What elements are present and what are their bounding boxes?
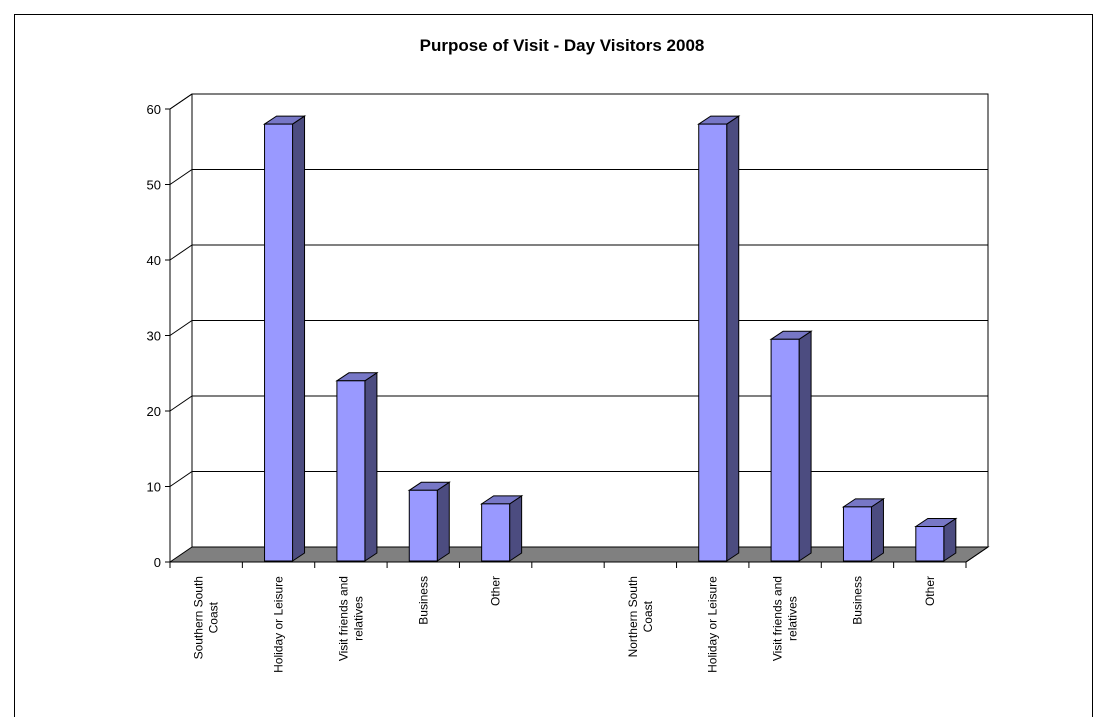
- category-label: Southern SouthCoast: [192, 576, 221, 659]
- bar-side: [364, 371, 378, 562]
- y-tick-label: 30: [147, 329, 161, 344]
- category-label: Northern SouthCoast: [626, 576, 655, 657]
- y-tick-label: 20: [147, 404, 161, 419]
- bar-side: [870, 497, 884, 562]
- chart-title: Purpose of Visit - Day Visitors 2008: [420, 36, 705, 55]
- x-axis-depth-edge: [965, 546, 989, 563]
- bar: [481, 503, 511, 562]
- bar-side: [436, 481, 450, 562]
- chart-area: Purpose of Visit - Day Visitors 2008 0 10…: [14, 14, 1093, 717]
- bar-side: [798, 330, 812, 562]
- bar: [698, 123, 728, 562]
- category-label: Other: [489, 576, 503, 606]
- y-tick-label: 50: [147, 178, 161, 193]
- gridline: [169, 93, 988, 110]
- bar: [264, 123, 294, 562]
- bar: [842, 506, 872, 562]
- bar-side: [292, 115, 306, 562]
- category-label: Other: [923, 576, 937, 606]
- y-tick-label: 10: [147, 480, 161, 495]
- category-label: Holiday or Leisure: [706, 576, 720, 673]
- bar: [336, 380, 366, 562]
- category-label: Business: [416, 576, 430, 625]
- category-label: Business: [850, 576, 864, 625]
- y-tick-label: 60: [147, 102, 161, 117]
- category-label: Visit friends andrelatives: [771, 576, 800, 661]
- chart-svg: Purpose of Visit - Day Visitors 2008 0 10…: [147, 36, 990, 673]
- bar-side: [509, 494, 523, 562]
- category-label: Visit friends andrelatives: [336, 576, 365, 661]
- y-tick-label: 0: [154, 555, 161, 570]
- category-label: Holiday or Leisure: [272, 576, 286, 673]
- y-tick-label: 40: [147, 253, 161, 268]
- bar: [915, 526, 945, 562]
- bar: [770, 338, 800, 562]
- bar-side: [726, 115, 740, 562]
- bar: [408, 489, 438, 562]
